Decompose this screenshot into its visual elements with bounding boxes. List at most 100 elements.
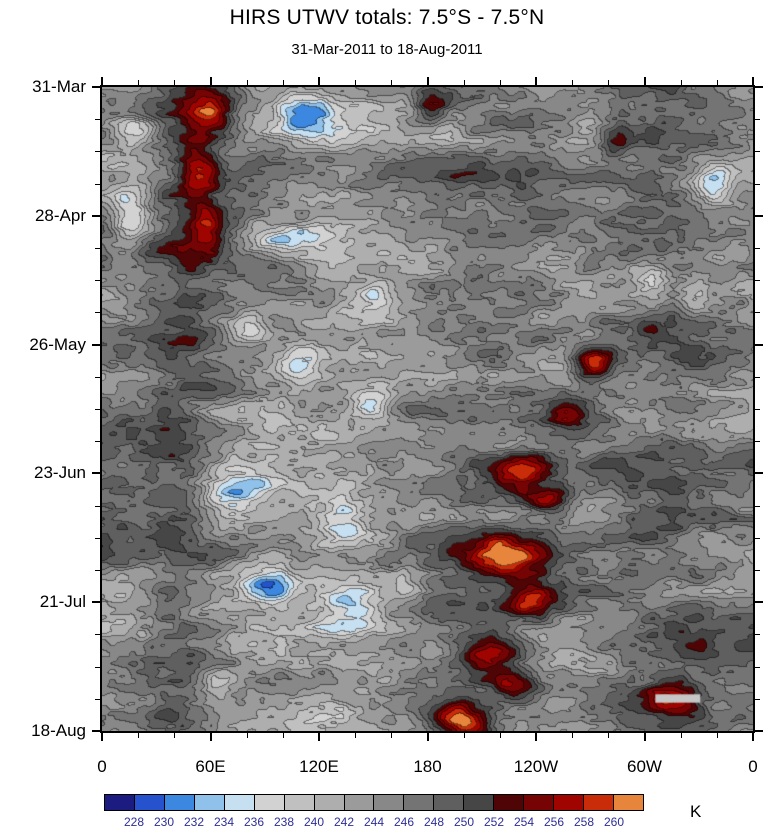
y-axis-minor-tick-right: [755, 151, 760, 152]
x-axis-minor-tick-top: [174, 80, 175, 85]
x-axis-minor-tick: [138, 733, 139, 738]
colorbar-tick-label: 250: [453, 815, 475, 829]
colorbar-tick-label: 230: [153, 815, 175, 829]
y-axis-tick-label: 18-Aug: [31, 721, 86, 740]
colorbar-cell: [253, 794, 285, 811]
x-axis-minor-tick: [174, 733, 175, 738]
y-axis-major-tick: [92, 344, 100, 346]
y-axis-major-tick-right: [755, 730, 763, 732]
y-axis-minor-tick: [95, 151, 100, 152]
x-axis-tick-label: 0: [97, 757, 107, 776]
x-axis-major-tick: [535, 733, 537, 741]
x-axis-major-tick: [644, 733, 646, 741]
colorbar-cell: [283, 794, 315, 811]
y-axis-minor-tick: [95, 538, 100, 539]
colorbar-tick-label: 242: [333, 815, 355, 829]
x-axis-minor-tick: [391, 733, 392, 738]
x-axis-major-tick-top: [535, 77, 537, 85]
x-axis-major-tick-top: [101, 77, 103, 85]
colorbar-cell: [373, 794, 405, 811]
y-axis-minor-tick: [95, 441, 100, 442]
y-axis-minor-tick: [95, 667, 100, 668]
x-axis-minor-tick: [283, 733, 284, 738]
x-axis-minor-tick: [355, 733, 356, 738]
x-axis-minor-tick: [717, 733, 718, 738]
colorbar-tick-label: 238: [273, 815, 295, 829]
colorbar-tick-label: 252: [483, 815, 505, 829]
chart-subtitle: 31-Mar-2011 to 18-Aug-2011: [291, 41, 483, 58]
x-axis-minor-tick: [464, 733, 465, 738]
x-axis-tick-label: 120E: [299, 757, 339, 776]
colorbar-tick-labels: 228 230 232 234 236 238 240 242 244 246 248 250 252 2…: [104, 815, 644, 830]
y-axis-major-tick: [92, 601, 100, 603]
x-axis-major-tick-top: [427, 77, 429, 85]
y-axis-minor-tick: [95, 506, 100, 507]
y-axis-minor-tick-right: [755, 634, 760, 635]
x-axis-major-tick-top: [752, 77, 754, 85]
y-axis-minor-tick: [95, 119, 100, 120]
y-axis-minor-tick: [95, 312, 100, 313]
colorbar-cell: [313, 794, 345, 811]
colorbar-tick-label: 258: [573, 815, 595, 829]
x-axis-minor-tick-top: [283, 80, 284, 85]
hovmoller-field-canvas: [102, 87, 753, 731]
x-axis-major-tick-top: [210, 77, 212, 85]
colorbar-tick-label: 260: [603, 815, 625, 829]
colorbar-cell: [433, 794, 465, 811]
colorbar-tick-label: 236: [243, 815, 265, 829]
y-axis-major-tick-right: [755, 86, 763, 88]
x-axis-tick-label: 180: [413, 757, 442, 776]
y-axis-major-tick-right: [755, 601, 763, 603]
colorbar-cell: [163, 794, 195, 811]
colorbar-cell: [612, 794, 644, 811]
y-axis-minor-tick-right: [755, 409, 760, 410]
y-axis-minor-tick: [95, 699, 100, 700]
x-axis-minor-tick: [608, 733, 609, 738]
y-axis-minor-tick: [95, 184, 100, 185]
y-axis-minor-tick-right: [755, 377, 760, 378]
y-axis-minor-tick: [95, 280, 100, 281]
y-axis-tick-label: 31-Mar: [32, 77, 86, 96]
plot-area: [92, 77, 763, 741]
colorbar-tick-label: 240: [303, 815, 325, 829]
y-axis-tick-label: 28-Apr: [34, 205, 86, 225]
y-axis-minor-tick-right: [755, 441, 760, 442]
y-axis-minor-tick: [95, 570, 100, 571]
colorbar-tick-label: 246: [393, 815, 415, 829]
y-axis-major-tick: [92, 730, 100, 732]
y-axis-minor-tick-right: [755, 119, 760, 120]
colorbar-cell: [104, 794, 135, 811]
colorbar-tick-label: 248: [423, 815, 445, 829]
y-axis-minor-tick: [95, 248, 100, 249]
y-axis-minor-tick-right: [755, 506, 760, 507]
x-axis-minor-tick-top: [717, 80, 718, 85]
y-axis-minor-tick-right: [755, 280, 760, 281]
y-axis-minor-tick-right: [755, 699, 760, 700]
y-axis-minor-tick: [95, 409, 100, 410]
y-axis-minor-tick-right: [755, 538, 760, 539]
y-axis-minor-tick-right: [755, 184, 760, 185]
x-axis-tick-label: 120W: [513, 757, 559, 776]
colorbar-cell: [403, 794, 435, 811]
colorbar-tick-label: 228: [123, 815, 145, 829]
x-axis-minor-tick: [572, 733, 573, 738]
x-axis-major-tick-top: [644, 77, 646, 85]
y-axis-major-tick-right: [755, 472, 763, 474]
x-axis-minor-tick: [681, 733, 682, 738]
colorbar-cell: [493, 794, 525, 811]
x-axis-minor-tick-top: [464, 80, 465, 85]
y-axis-tick-label: 21-Jul: [39, 592, 86, 612]
y-axis-minor-tick-right: [755, 570, 760, 571]
x-axis-major-tick-top: [318, 77, 320, 85]
x-axis-major-tick: [427, 733, 429, 741]
colorbar-cell: [463, 794, 495, 811]
x-axis-minor-tick: [247, 733, 248, 738]
colorbar-cell: [193, 794, 225, 811]
x-axis-major-tick: [210, 733, 212, 741]
y-axis-minor-tick-right: [755, 667, 760, 668]
x-axis-minor-tick: [500, 733, 501, 738]
colorbar-cell: [523, 794, 555, 811]
y-axis-minor-tick-right: [755, 248, 760, 249]
x-axis-major-tick: [752, 733, 754, 741]
